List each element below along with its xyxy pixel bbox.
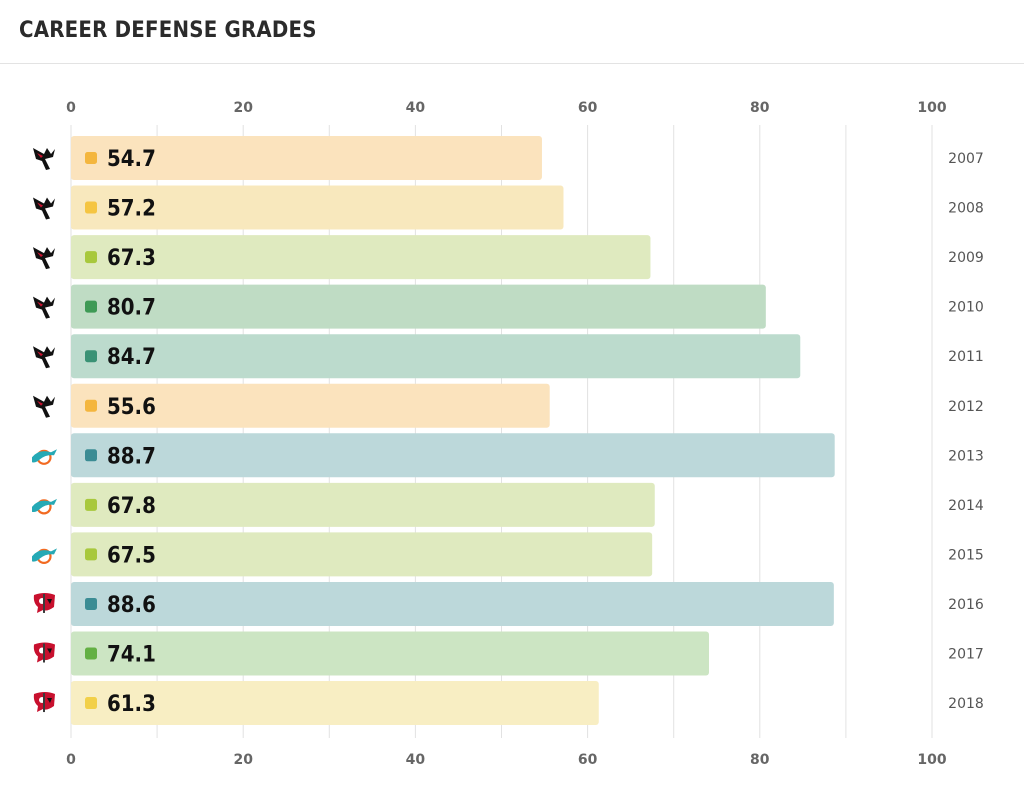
grade-bar [71,631,710,676]
falcons-icon [33,346,55,369]
falcons-icon [33,247,55,270]
grade-value-label: 55.6 [107,395,156,420]
x-tick-label-bottom: 80 [750,752,770,768]
grade-dot [85,647,97,660]
x-tick-label-top: 100 [917,100,946,116]
year-label: 2008 [948,201,984,217]
grade-value-label: 74.1 [107,643,156,668]
buccaneers-icon [33,642,55,663]
falcons-icon [33,395,55,418]
year-label: 2014 [948,498,984,514]
grade-dot [85,449,97,462]
x-tick-label-top: 20 [233,100,253,116]
grade-bar [71,581,834,626]
grade-value-label: 88.6 [107,593,156,618]
grade-value-label: 67.5 [107,543,156,568]
grade-bar [71,185,564,230]
grade-value-label: 57.2 [107,197,156,222]
grade-dot [85,300,97,313]
year-label: 2013 [948,448,984,464]
grade-dot [85,251,97,264]
grade-dot [85,548,97,561]
x-tick-label-top: 0 [66,100,76,116]
grade-bar [71,136,542,180]
year-label: 2017 [948,647,984,663]
grade-dot [85,152,97,164]
year-label: 2015 [948,547,984,563]
year-label: 2016 [948,597,984,613]
x-tick-label-bottom: 40 [406,752,426,768]
grade-value-label: 67.8 [107,494,156,519]
buccaneers-icon [33,692,55,713]
x-tick-label-bottom: 100 [917,752,946,768]
x-tick-label-top: 40 [406,100,426,116]
year-label: 2007 [948,151,984,167]
year-label: 2010 [948,300,984,316]
grade-dot [85,201,97,214]
grade-value-label: 88.7 [107,444,156,469]
falcons-icon [33,296,55,319]
grade-value-label: 84.7 [107,345,156,370]
x-tick-label-top: 60 [578,100,598,116]
year-label: 2018 [948,696,984,712]
falcons-icon [33,197,55,220]
grade-dot [85,350,97,363]
x-tick-label-bottom: 60 [578,752,598,768]
grade-value-label: 61.3 [107,692,156,717]
buccaneers-icon [33,592,55,613]
grade-value-label: 54.7 [107,147,156,172]
grade-dot [85,597,97,610]
grade-bar [71,681,599,726]
x-tick-label-bottom: 20 [233,752,253,768]
grade-dot [85,498,97,511]
grade-value-label: 80.7 [107,296,156,321]
grade-bar [71,235,651,280]
year-label: 2009 [948,250,984,266]
grade-bar [71,284,766,329]
grade-bar [71,334,801,379]
grade-bar [71,383,550,428]
grade-dot [85,399,97,412]
year-label: 2011 [948,349,984,365]
dolphins-icon [30,497,59,515]
grade-bar [71,482,655,527]
year-label: 2012 [948,399,984,415]
x-tick-label-top: 80 [750,100,770,116]
dolphins-icon [30,547,59,565]
grade-dot [85,697,97,710]
grade-bar [71,532,653,577]
dolphins-icon [30,448,59,465]
grade-value-label: 67.3 [107,246,156,271]
chart-title: CAREER DEFENSE GRADES [19,18,317,43]
x-tick-label-bottom: 0 [66,752,76,768]
falcons-icon [33,148,55,170]
grade-bar [71,433,835,478]
header: CAREER DEFENSE GRADES [0,0,1024,64]
